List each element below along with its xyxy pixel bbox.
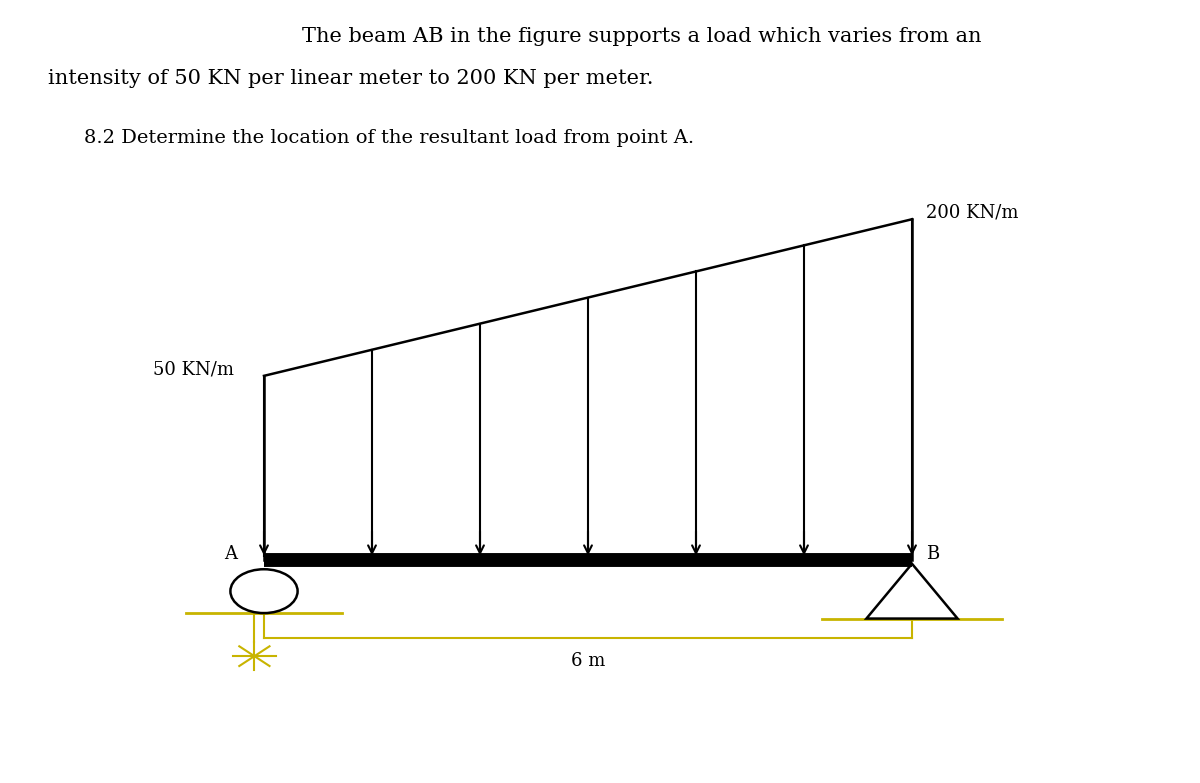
Text: intensity of 50 KN per linear meter to 200 KN per meter.: intensity of 50 KN per linear meter to 2… bbox=[48, 69, 654, 88]
Text: B: B bbox=[926, 545, 940, 562]
Text: 6 m: 6 m bbox=[571, 652, 605, 670]
Text: 8.2 Determine the location of the resultant load from point A.: 8.2 Determine the location of the result… bbox=[84, 129, 694, 147]
Text: 200 KN/m: 200 KN/m bbox=[926, 204, 1019, 222]
Text: The beam AB in the figure supports a load which varies from an: The beam AB in the figure supports a loa… bbox=[302, 27, 982, 46]
Text: A: A bbox=[224, 545, 238, 562]
Text: 50 KN/m: 50 KN/m bbox=[154, 361, 234, 378]
